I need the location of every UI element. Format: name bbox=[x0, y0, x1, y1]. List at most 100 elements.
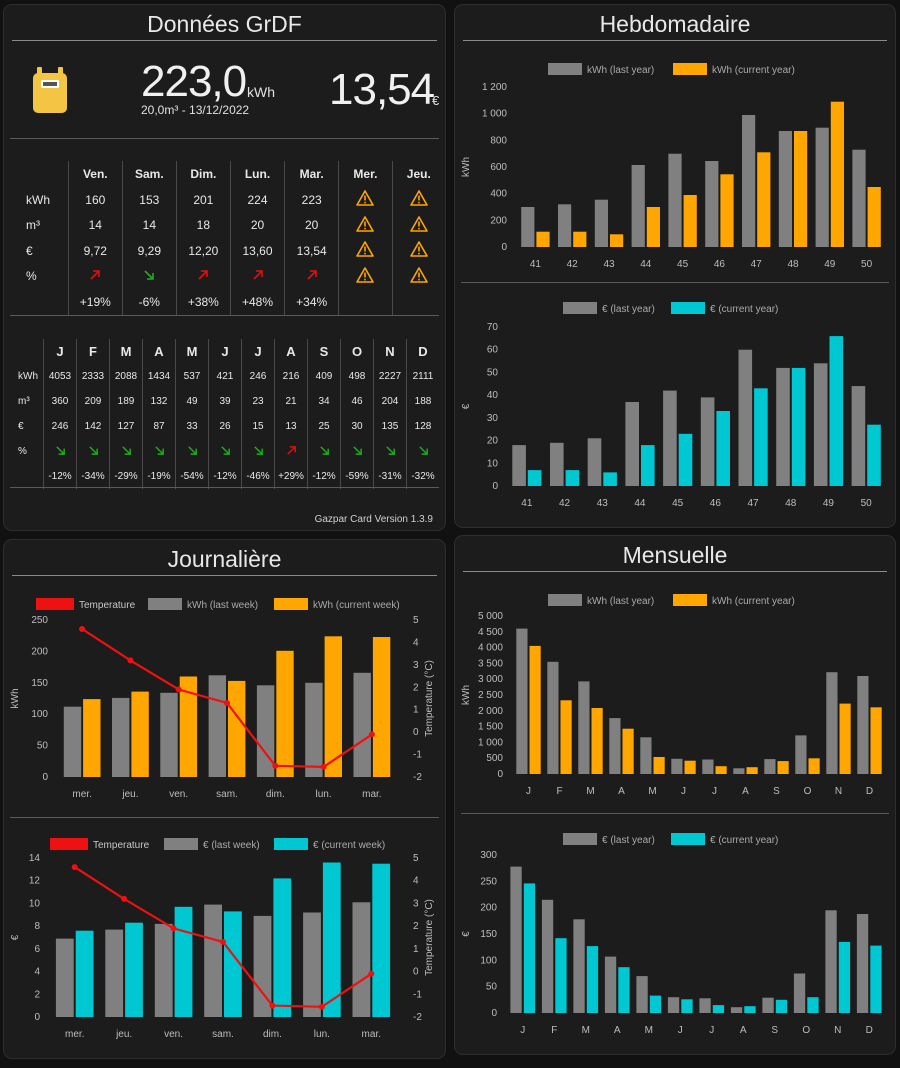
x-tick-label: F bbox=[551, 1025, 557, 1036]
x-tick-label: A bbox=[742, 786, 749, 797]
arrow-up-right-icon bbox=[90, 269, 101, 280]
cell-eur: 142 bbox=[76, 414, 110, 439]
bar-current bbox=[523, 883, 536, 1013]
temperature-point bbox=[368, 731, 375, 738]
subtitle-separator: - bbox=[178, 103, 190, 117]
cell-m3: 204 bbox=[373, 389, 407, 414]
bar-current bbox=[829, 336, 844, 486]
y-tick-label: 10 bbox=[487, 458, 499, 469]
cell-missing bbox=[338, 212, 393, 238]
y2-tick-label: 3 bbox=[413, 660, 419, 671]
x-tick-label: mer. bbox=[72, 789, 91, 800]
temperature-point bbox=[127, 657, 134, 664]
temperature-point bbox=[170, 925, 177, 932]
bar-current bbox=[715, 766, 727, 774]
bar-current bbox=[777, 761, 789, 774]
bar-current bbox=[807, 997, 819, 1013]
y-axis-label: € bbox=[461, 931, 472, 937]
y2-tick-label: -1 bbox=[413, 750, 422, 761]
gazpar-card: Données GrDF 223,0 kWh 20,0m³ - 13/12/20… bbox=[3, 4, 446, 531]
bar-previous bbox=[778, 131, 792, 247]
temperature-point bbox=[320, 763, 327, 770]
weekly-card: Hebdomadaire kWh (last year) kWh (current… bbox=[454, 4, 896, 528]
cell-kwh: 160 bbox=[67, 187, 123, 213]
bar-previous bbox=[631, 165, 645, 247]
legend-label: kWh (current year) bbox=[712, 596, 795, 607]
row-label-empty bbox=[16, 464, 44, 489]
y-tick-label: 12 bbox=[29, 876, 41, 887]
y-tick-label: 400 bbox=[490, 189, 507, 200]
x-tick-label: 46 bbox=[714, 259, 726, 270]
legend-label: € (current week) bbox=[313, 840, 385, 851]
cell-eur: 127 bbox=[109, 414, 143, 439]
y-tick-label: 4 bbox=[34, 967, 40, 978]
warning-icon bbox=[356, 215, 375, 232]
cell-m3: 46 bbox=[340, 389, 374, 414]
y2-tick-label: 3 bbox=[413, 898, 419, 909]
cell-eur: 15 bbox=[241, 414, 275, 439]
y2-tick-label: 4 bbox=[413, 876, 419, 887]
cell-trend bbox=[241, 439, 275, 464]
y2-tick-label: -2 bbox=[413, 772, 422, 783]
bar-current bbox=[591, 708, 603, 774]
cell-pct: +34% bbox=[284, 289, 339, 315]
x-tick-label: S bbox=[771, 1025, 778, 1036]
temperature-point bbox=[121, 895, 128, 902]
bar-previous bbox=[510, 866, 522, 1013]
x-tick-label: J bbox=[520, 1025, 525, 1036]
last-day-date: 13/12/2022 bbox=[189, 103, 250, 117]
x-tick-label: mar. bbox=[362, 789, 381, 800]
cell-kwh: 421 bbox=[208, 364, 242, 389]
x-tick-label: 50 bbox=[861, 498, 873, 509]
warning-icon bbox=[409, 215, 428, 232]
arrow-down-right-icon bbox=[220, 445, 230, 455]
legend-label: € (last year) bbox=[602, 304, 655, 315]
y-tick-label: 800 bbox=[490, 135, 507, 146]
bar-current bbox=[224, 911, 242, 1017]
y-tick-label: 40 bbox=[487, 390, 499, 401]
bar-current bbox=[757, 152, 771, 247]
y2-tick-label: 0 bbox=[413, 967, 419, 978]
cell-kwh: 153 bbox=[121, 187, 177, 213]
y-tick-label: 2 000 bbox=[478, 706, 503, 717]
bar-previous bbox=[587, 438, 602, 486]
cell-pct: -12% bbox=[208, 464, 242, 489]
temperature-point bbox=[269, 1002, 276, 1009]
cell-eur: 135 bbox=[373, 414, 407, 439]
x-tick-label: jeu. bbox=[121, 789, 138, 800]
cell-kwh: 4053 bbox=[43, 364, 77, 389]
row-label: m³ bbox=[18, 396, 30, 407]
weekly-card-title: Hebdomadaire bbox=[463, 9, 887, 41]
cell-pct: -54% bbox=[175, 464, 209, 489]
legend-label: € (current year) bbox=[710, 304, 778, 315]
y2-tick-label: 5 bbox=[413, 615, 419, 626]
month-header: J bbox=[43, 339, 77, 364]
cell-eur: 26 bbox=[208, 414, 242, 439]
bar-previous bbox=[154, 923, 173, 1017]
bar-previous bbox=[594, 199, 608, 247]
arrow-down-right-icon bbox=[144, 270, 155, 280]
legend-label: € (last week) bbox=[203, 840, 260, 851]
bar-current bbox=[527, 470, 542, 486]
monthly-card-title: Mensuelle bbox=[463, 540, 887, 572]
cell-trend bbox=[109, 439, 143, 464]
y-axis-label: € bbox=[10, 934, 21, 940]
daily-card-title: Journalière bbox=[12, 544, 437, 576]
cell-eur: 13,60 bbox=[229, 238, 285, 264]
cell-empty bbox=[391, 289, 445, 315]
bar-previous bbox=[815, 127, 829, 247]
bar-current bbox=[618, 967, 630, 1013]
row-label-empty bbox=[18, 289, 68, 315]
bar-previous bbox=[663, 390, 677, 486]
bar-current bbox=[867, 424, 881, 486]
month-header: M bbox=[175, 339, 209, 364]
cell-pct: -12% bbox=[43, 464, 77, 489]
y-tick-label: 0 bbox=[42, 772, 48, 783]
y-axis-label: kWh bbox=[461, 685, 472, 705]
last-day-subtitle: 20,0m³ - 13/12/2022 bbox=[141, 103, 249, 117]
weekly-eur-chart: € (last year) € (current year) 0 10 20 30 40 50… bbox=[461, 302, 881, 509]
cell-eur: 128 bbox=[406, 414, 439, 439]
gazpar-card-title: Données GrDF bbox=[12, 9, 437, 41]
bar-current bbox=[870, 707, 882, 774]
